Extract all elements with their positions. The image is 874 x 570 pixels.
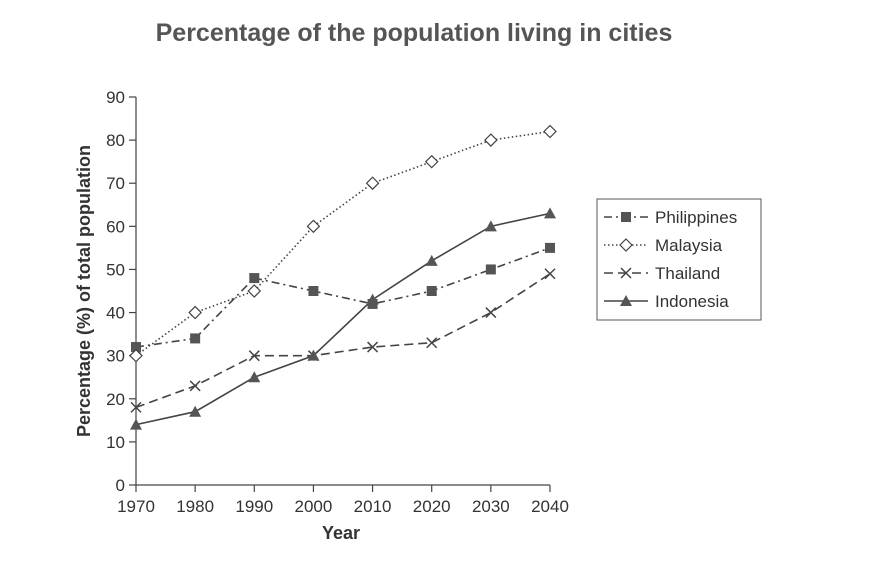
x-tick-label: 1970 [117,497,155,516]
legend-marker-philippines [621,212,631,222]
legend-item-indonesia: Indonesia [604,292,729,311]
data-point-indonesia [189,405,202,417]
x-tick-label: 1990 [235,497,273,516]
legend-label-indonesia: Indonesia [655,292,729,311]
data-point-malaysia [247,284,262,298]
series-malaysia [129,124,557,363]
chart-title: Percentage of the population living in c… [156,19,673,47]
data-point-philippines [131,342,141,353]
data-point-thailand [367,341,379,353]
y-tick-label: 10 [106,433,125,452]
legend: Philippines Malaysia Thailand Indonesia [596,198,762,321]
data-point-philippines [426,286,437,296]
y-tick-label: 20 [106,390,125,409]
x-tick-label: 2040 [531,497,569,516]
series-line-philippines [135,247,551,348]
legend-label-philippines: Philippines [655,208,737,227]
data-point-malaysia [424,154,439,169]
x-tick-label: 2020 [413,497,451,516]
x-axis-title: Year [322,523,360,543]
data-point-malaysia [543,124,557,139]
legend-label-thailand: Thailand [655,264,720,283]
data-point-indonesia [130,418,142,430]
series-line-thailand [135,273,551,409]
series-line-malaysia [135,130,551,357]
data-point-malaysia [306,219,321,234]
data-point-malaysia [129,348,143,363]
data-point-thailand [248,350,260,362]
x-tick-label: 2000 [295,497,333,516]
y-tick-label: 40 [106,304,125,323]
x-tick-label: 2030 [472,497,510,516]
series-indonesia [130,207,556,430]
series-philippines [131,242,555,353]
y-tick-label: 0 [116,476,125,495]
legend-item-philippines: Philippines [604,208,737,227]
data-point-malaysia [484,133,498,147]
data-point-thailand [485,307,497,319]
series-layer [129,124,557,430]
legend-marker-thailand [620,267,632,279]
y-tick-label: 60 [106,217,125,236]
legend-marker-malaysia [619,238,633,252]
data-point-indonesia [425,254,438,266]
data-point-philippines [545,242,555,253]
series-line-indonesia [135,212,551,426]
data-point-thailand [189,380,201,392]
x-tick-label: 1980 [176,497,214,516]
legend-item-malaysia: Malaysia [604,236,723,255]
data-point-thailand [544,268,556,280]
y-tick-label: 50 [106,260,125,279]
y-tick-label: 70 [106,174,125,193]
y-tick-label: 90 [106,88,125,107]
data-point-philippines [485,264,496,275]
data-point-philippines [249,273,260,284]
data-point-indonesia [307,349,320,361]
y-tick-label: 30 [106,347,125,366]
y-axis-title: Percentage (%) of total population [74,145,94,437]
data-point-indonesia [248,371,261,383]
data-point-philippines [190,333,201,344]
data-point-malaysia [365,176,380,191]
y-tick-label: 80 [106,131,125,150]
data-point-philippines [308,286,319,296]
legend-label-malaysia: Malaysia [655,236,723,255]
data-point-thailand [130,401,142,413]
x-tick-label: 2010 [354,497,392,516]
data-point-thailand [426,337,438,349]
legend-marker-indonesia [620,295,632,306]
legend-item-thailand: Thailand [604,264,720,283]
data-point-indonesia [544,207,556,219]
data-point-indonesia [366,293,379,305]
data-point-indonesia [484,220,497,232]
data-point-malaysia [188,305,202,320]
